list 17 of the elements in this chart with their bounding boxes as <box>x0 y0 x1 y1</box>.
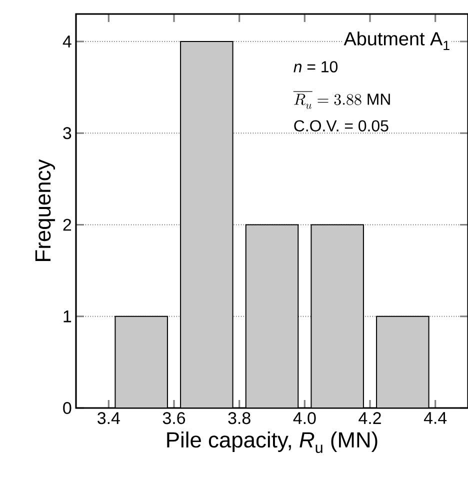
annotation: n = 10 <box>294 61 338 72</box>
x-tick-label: 3.6 <box>162 412 186 424</box>
x-tick-label: 3.4 <box>98 412 120 424</box>
annotation: Abutment A$_{1}$ <box>344 32 450 50</box>
x-tick-label: 4.4 <box>424 412 447 424</box>
y-tick-label: 3 <box>63 127 72 140</box>
x-tick-label: 3.8 <box>228 412 250 424</box>
x-tick-label: 4.0 <box>293 412 316 424</box>
y-tick-label: 0 <box>63 402 72 414</box>
y-tick-label: 2 <box>63 218 72 231</box>
y-tick-label: 1 <box>64 310 72 322</box>
annotation: $\overline{R_u} = 3.88\ \mathrm{MN}$ <box>293 92 390 109</box>
annotation: C.O.V. = 0.05 <box>294 120 388 132</box>
x-tick-label: 4.2 <box>358 412 381 424</box>
x-axis-title: Pile capacity, R$_{u}$ (MN) <box>167 432 378 453</box>
y-axis-title: Frequency <box>35 159 56 261</box>
y-tick-label: 4 <box>62 36 72 48</box>
